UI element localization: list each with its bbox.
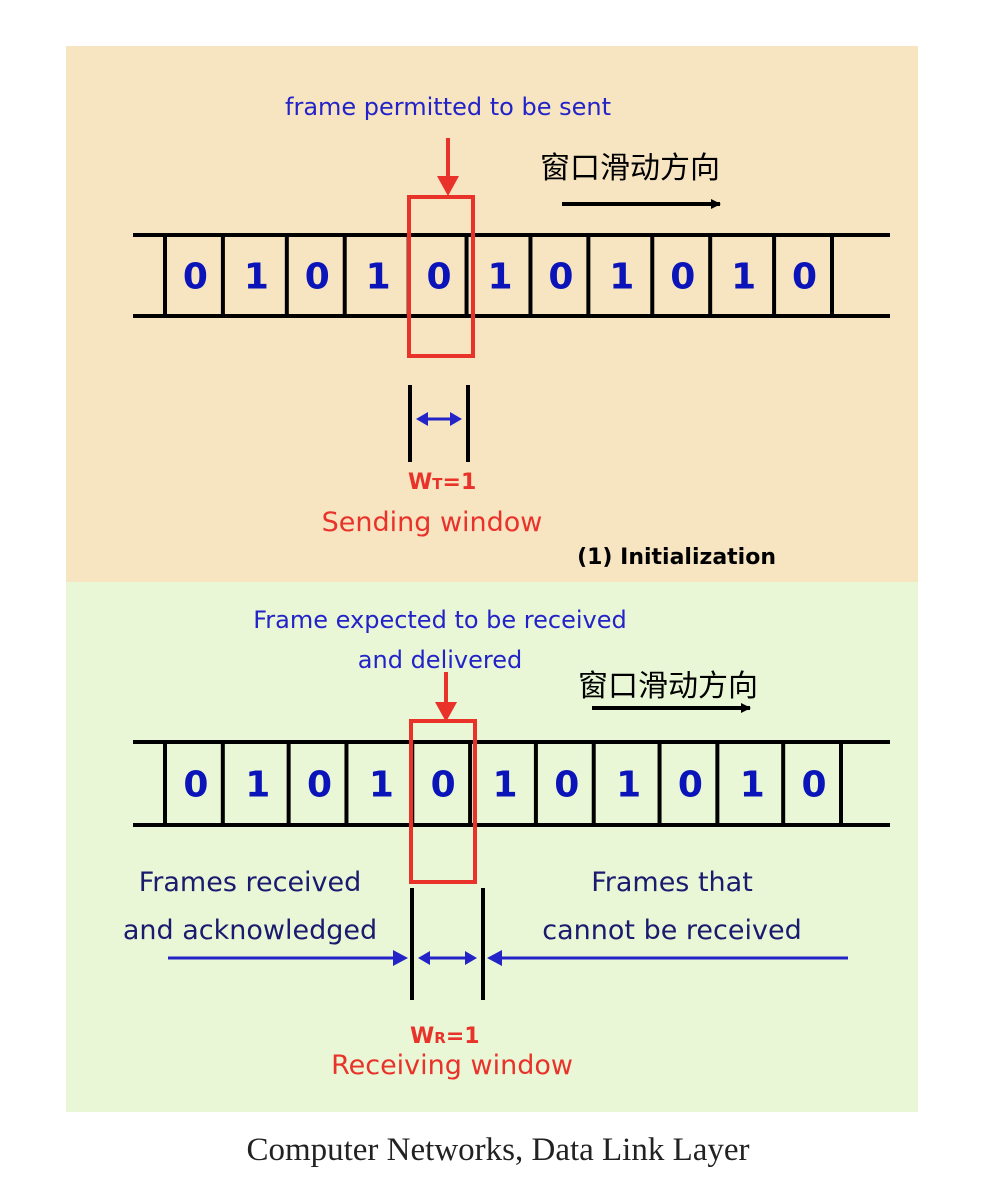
- bottom-pointer-arrow: [435, 672, 457, 722]
- top-window-highlight: [407, 195, 475, 358]
- bottom-label-line2: and delivered: [358, 646, 522, 674]
- frame-bit: 1: [245, 765, 270, 806]
- unreceivable-frames-line2: cannot be received: [542, 915, 801, 946]
- frame-bit: 1: [369, 765, 394, 806]
- top-window-size-marker: [408, 385, 470, 462]
- left-region-arrow: [168, 950, 408, 966]
- received-frames-line1: Frames received: [139, 867, 362, 898]
- frame-bit: 1: [609, 257, 634, 298]
- frame-bit: 0: [670, 257, 695, 298]
- frame-bit: 0: [427, 257, 452, 298]
- bottom-panel: [66, 582, 918, 1112]
- figure-caption: Computer Networks, Data Link Layer: [246, 1132, 749, 1168]
- frame-bit: 0: [183, 257, 208, 298]
- frame-bit: 1: [616, 765, 641, 806]
- frame-bit: 0: [305, 257, 330, 298]
- frame-bit: 0: [431, 765, 456, 806]
- frame-bit: 0: [554, 765, 579, 806]
- frame-bit: 1: [244, 257, 269, 298]
- frame-bit: 1: [740, 765, 765, 806]
- frame-bit: 1: [492, 765, 517, 806]
- top-window-size: WT=1: [408, 470, 476, 495]
- frame-bit: 0: [792, 257, 817, 298]
- bottom-label-line1: Frame expected to be received: [253, 606, 626, 634]
- sending-window-label: Sending window: [322, 507, 543, 538]
- frame-bit: 0: [183, 765, 208, 806]
- top-pointer-arrow: [437, 138, 459, 196]
- bottom-window-size-marker: [410, 888, 485, 1000]
- bottom-direction-label: 窗口滑动方向: [578, 669, 758, 704]
- frame-bit: 0: [802, 765, 827, 806]
- top-direction-label: 窗口滑动方向: [540, 151, 720, 186]
- frame-bit: 0: [678, 765, 703, 806]
- frame-bit: 1: [366, 257, 391, 298]
- right-region-arrow: [487, 950, 848, 966]
- unreceivable-frames-line1: Frames that: [591, 867, 753, 898]
- frame-bit: 0: [307, 765, 332, 806]
- top-label: frame permitted to be sent: [285, 93, 611, 121]
- frame-bit: 1: [731, 257, 756, 298]
- received-frames-line2: and acknowledged: [123, 915, 377, 946]
- receiving-window-label: Receiving window: [331, 1050, 573, 1081]
- frame-bit: 1: [487, 257, 512, 298]
- step-label: (1) Initialization: [577, 545, 776, 570]
- frame-bit: 0: [548, 257, 573, 298]
- bottom-window-size: WR=1: [410, 1024, 480, 1049]
- bottom-window-highlight: [409, 719, 477, 884]
